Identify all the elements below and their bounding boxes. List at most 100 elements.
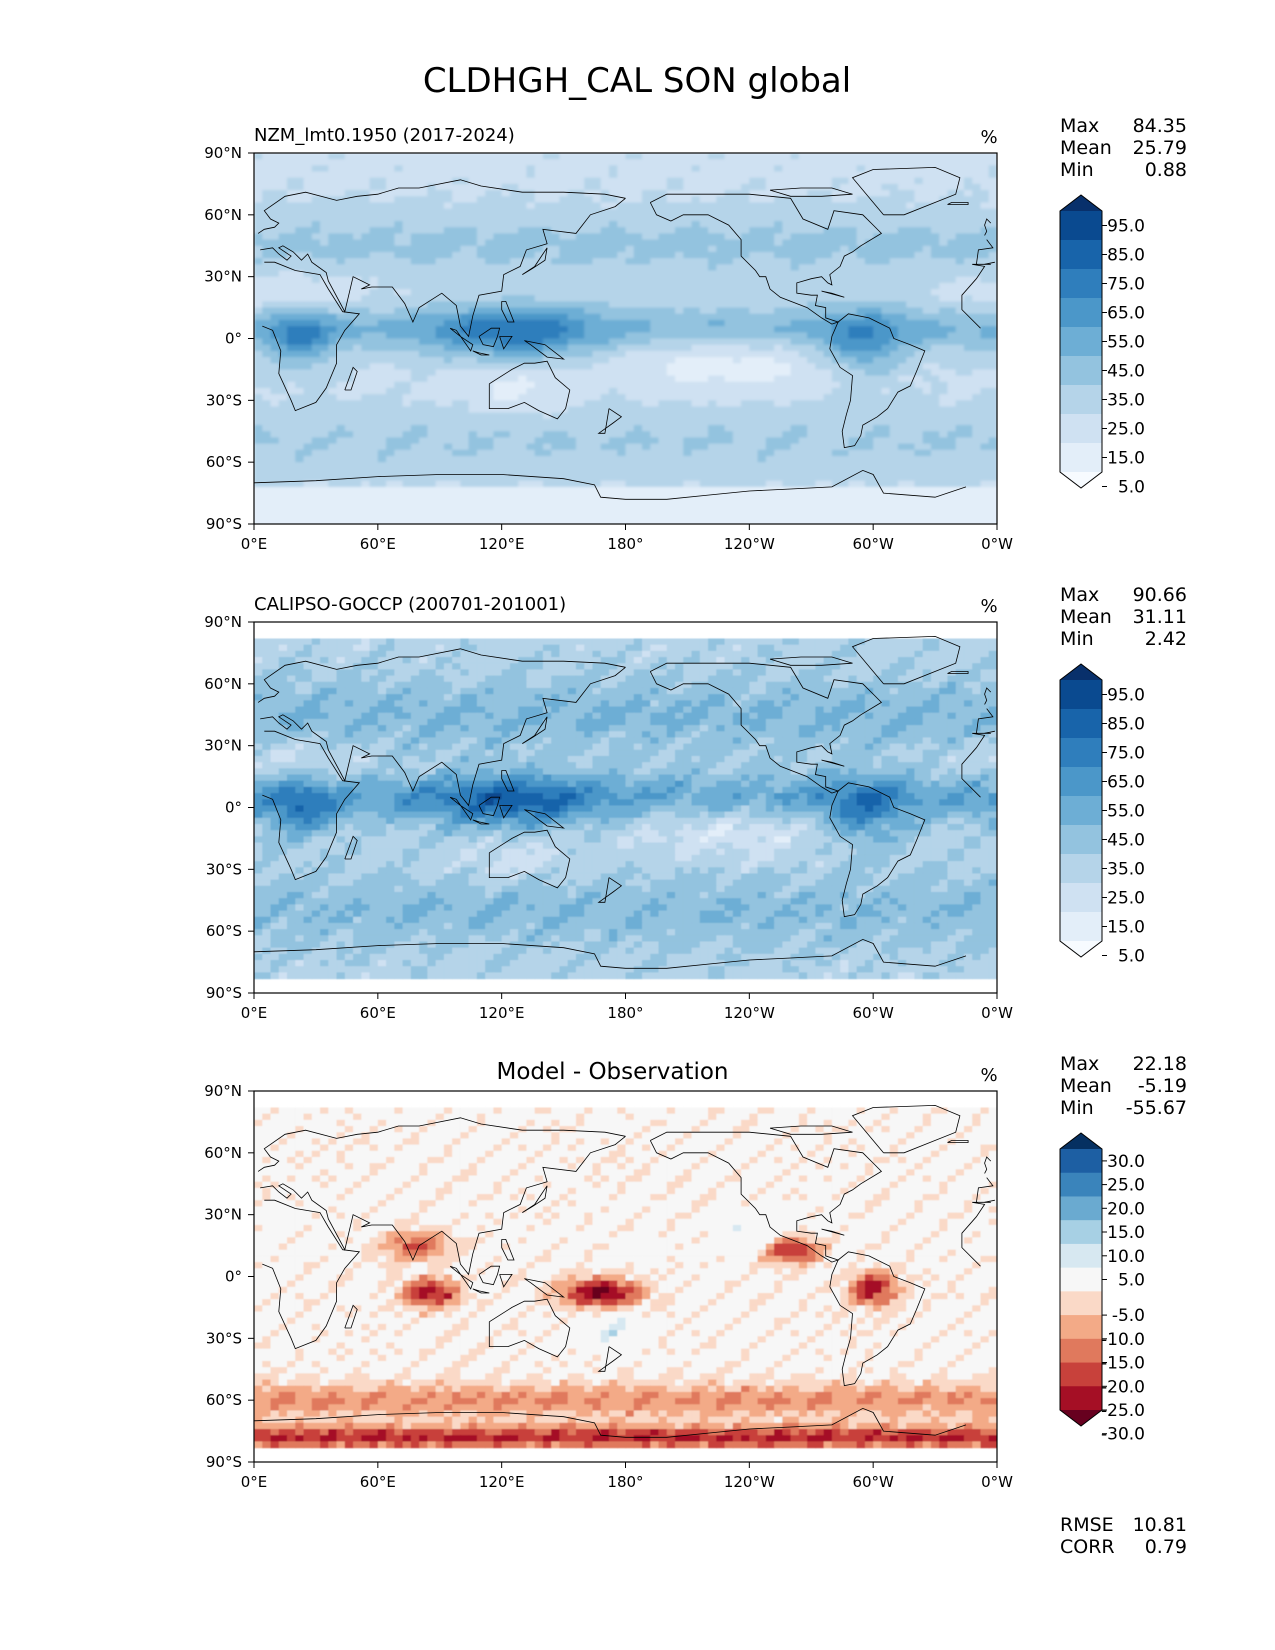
x-tick-label: 60°W bbox=[852, 1473, 894, 1491]
x-tick-label: 120°W bbox=[724, 1473, 775, 1491]
colorbar-band bbox=[1060, 240, 1102, 270]
coastline bbox=[344, 835, 358, 860]
colorbar-label: -10.0 bbox=[1101, 1330, 1145, 1350]
coastline bbox=[649, 662, 883, 794]
colorbar-outline bbox=[1059, 194, 1103, 489]
colorbar-band bbox=[1060, 356, 1102, 386]
extra-stat-name: RMSE bbox=[1060, 1514, 1114, 1536]
colorbar-band bbox=[1060, 385, 1102, 415]
panel-obs: CALIPSO-GOCCP (200701-201001) % 0°E 60°E 120… bbox=[204, 584, 1187, 1022]
map-field bbox=[254, 635, 997, 980]
panel-units: % bbox=[980, 1065, 997, 1086]
colorbar-band bbox=[1060, 1386, 1102, 1411]
colorbar-label: 85.0 bbox=[1107, 246, 1145, 266]
y-tick-label: 90°N bbox=[204, 1082, 242, 1100]
x-tick-label: 180° bbox=[607, 535, 643, 553]
colorbar-label: 85.0 bbox=[1107, 715, 1145, 735]
coastline bbox=[829, 782, 926, 918]
colorbar-label: 25.0 bbox=[1107, 1176, 1145, 1196]
colorbar-label: 5.0 bbox=[1118, 1271, 1145, 1291]
x-tick-label: 0°E bbox=[241, 535, 268, 553]
x-tick-label: 120°E bbox=[479, 1004, 525, 1022]
colorbar-band bbox=[1060, 854, 1102, 884]
coastline bbox=[262, 261, 991, 412]
coastlines bbox=[254, 635, 995, 969]
colorbar-band bbox=[1060, 1267, 1102, 1292]
coastline bbox=[821, 290, 845, 298]
colorbar-band bbox=[1060, 1149, 1102, 1174]
coastline bbox=[984, 1156, 992, 1174]
coastline bbox=[524, 809, 566, 829]
colorbar-label: 45.0 bbox=[1107, 362, 1145, 382]
colorbar-label: -20.0 bbox=[1101, 1377, 1145, 1397]
y-tick-label: 60°N bbox=[204, 1144, 242, 1162]
y-tick-label: 30°S bbox=[206, 1329, 242, 1347]
coastline bbox=[449, 1265, 474, 1290]
coastline bbox=[488, 1298, 571, 1358]
map-field bbox=[254, 1104, 997, 1449]
coastline bbox=[499, 336, 513, 350]
y-tick-label: 90°N bbox=[204, 613, 242, 631]
y-tick-label: 60°S bbox=[206, 1391, 242, 1409]
coastline bbox=[472, 819, 490, 825]
colorbar-label: 35.0 bbox=[1107, 391, 1145, 411]
coastline bbox=[851, 166, 961, 216]
coastline bbox=[472, 1288, 490, 1294]
map-field bbox=[254, 153, 997, 524]
colorbar-extend-max bbox=[1060, 664, 1102, 680]
colorbar-label: 5.0 bbox=[1118, 478, 1145, 498]
stat-name: Max bbox=[1060, 115, 1099, 137]
colorbar-band bbox=[1060, 1315, 1102, 1340]
colorbar-band bbox=[1060, 298, 1102, 328]
coastline bbox=[257, 179, 994, 265]
colorbar-band bbox=[1060, 1243, 1102, 1269]
y-tick-label: 30°S bbox=[206, 860, 242, 878]
coastline bbox=[947, 671, 969, 674]
coastline bbox=[499, 805, 513, 819]
y-tick-label: 30°N bbox=[204, 1206, 242, 1224]
coastline bbox=[769, 187, 853, 197]
stat-value: -55.67 bbox=[1126, 1097, 1187, 1119]
stat-value: 25.79 bbox=[1133, 137, 1187, 159]
x-tick-label: 60°W bbox=[852, 1004, 894, 1022]
colorbar-label: 95.0 bbox=[1107, 686, 1145, 706]
colorbar: 95.0 85.0 75.0 65.0 55.0 45.0 35.0 25.0 15.0 5.0 bbox=[1059, 194, 1145, 498]
stat-value: 31.11 bbox=[1133, 606, 1187, 628]
stat-name: Mean bbox=[1060, 606, 1112, 628]
coastline bbox=[488, 829, 571, 889]
x-tick-label: 120°E bbox=[479, 1473, 525, 1491]
stat-name: Min bbox=[1060, 628, 1094, 650]
coastline bbox=[769, 1125, 853, 1135]
coastline bbox=[821, 759, 845, 767]
x-tick-label: 120°W bbox=[724, 1004, 775, 1022]
colorbar-label: 95.0 bbox=[1107, 217, 1145, 237]
stat-value: -5.19 bbox=[1138, 1075, 1187, 1097]
stat-value: 0.88 bbox=[1145, 159, 1187, 181]
colorbar-band bbox=[1060, 1338, 1102, 1363]
colorbar-label: 10.0 bbox=[1107, 1247, 1145, 1267]
y-tick-label: 90°S bbox=[206, 984, 242, 1002]
coastline bbox=[344, 1304, 358, 1329]
coastline bbox=[524, 340, 565, 360]
y-tick-label: 90°S bbox=[206, 1453, 242, 1471]
coastline bbox=[769, 656, 853, 666]
y-tick-label: 60°N bbox=[204, 675, 242, 693]
coastline bbox=[260, 197, 995, 338]
coastline bbox=[257, 1117, 994, 1203]
extra-stat-value: 10.81 bbox=[1133, 1514, 1187, 1536]
colorbar-band bbox=[1060, 269, 1102, 299]
colorbar: 95.0 85.0 75.0 65.0 55.0 45.0 35.0 25.0 15.0 5.0 bbox=[1059, 663, 1145, 967]
colorbar-extend-min bbox=[1060, 941, 1102, 957]
colorbar-label: 30.0 bbox=[1107, 1152, 1145, 1172]
coastline bbox=[478, 327, 501, 348]
y-tick-label: 30°N bbox=[204, 737, 242, 755]
stat-name: Mean bbox=[1060, 137, 1112, 159]
coastline bbox=[478, 1265, 501, 1286]
colorbar-label: 65.0 bbox=[1107, 304, 1145, 324]
coastline bbox=[499, 1274, 513, 1288]
y-tick-label: 60°N bbox=[204, 206, 242, 224]
coastline bbox=[829, 1251, 926, 1387]
coastline bbox=[597, 408, 623, 434]
colorbar-band bbox=[1060, 912, 1102, 942]
